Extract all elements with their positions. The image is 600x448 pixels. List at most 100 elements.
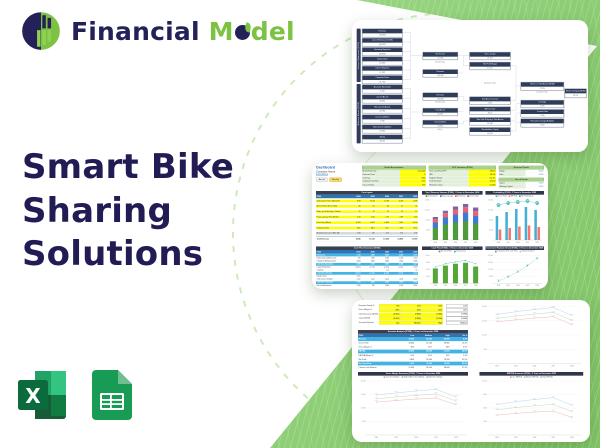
- flow-node: Accounts Receivable 3,120: [361, 84, 403, 94]
- header-cell: 2027: [399, 250, 404, 253]
- header-cell: $'000: [316, 250, 322, 253]
- table-cell: Cash from Operations: [316, 263, 334, 266]
- brand-logo-icon: [21, 11, 61, 51]
- dashboard-content: Dashboard Company Name Instructions Annu…: [312, 163, 548, 289]
- table-cell: EBITDA: [358, 350, 366, 353]
- flow-rail: Balance Sheet ($'000): [356, 83, 361, 144]
- profitability-chart: Profitability ($'000) - 5 Years to Decem…: [485, 190, 544, 244]
- output-cell: Medium: [445, 321, 468, 325]
- table-cell: (210): [399, 260, 404, 263]
- svg-text:-: -: [486, 363, 487, 365]
- flow-node: Corporate Taxes (6,770): [361, 75, 403, 84]
- svg-text:6,800: 6,800: [552, 402, 555, 404]
- row-label: Working Capital: [498, 185, 526, 189]
- svg-text:-: -: [486, 434, 487, 436]
- input-cell: (7,800): [400, 312, 422, 317]
- table-cell: 6,000: [356, 281, 361, 284]
- table-cell: 13: [375, 210, 390, 214]
- output-cell: (2,600): [445, 316, 468, 321]
- table-row: Net Cash Movement 5,780 930 2,280 2,950 2,450: [315, 284, 418, 287]
- table-row: Working Capital 4,500: [498, 185, 544, 189]
- google-sheets-icon: [92, 370, 132, 420]
- table-cell: 4.0%: [463, 346, 468, 349]
- svg-text:2025: 2025: [506, 242, 510, 244]
- flow-node-value: 1.92x: [540, 105, 545, 108]
- table-cell: Pay-as-you-go Fee ($/ride): [315, 215, 347, 219]
- flowchart-preview-card[interactable]: Income Statement ($'000) Balance Sheet ($…: [352, 20, 588, 152]
- svg-text:16,900: 16,900: [434, 387, 438, 389]
- svg-text:3,000: 3,000: [426, 276, 430, 278]
- flow-node-value: 3,120: [380, 90, 385, 93]
- header-cell: Var %: [462, 334, 468, 337]
- svg-text:11,200: 11,200: [454, 403, 458, 405]
- svg-text:2026: 2026: [454, 285, 458, 287]
- table-cell: (1,100): [398, 272, 404, 275]
- table-cell: -: [402, 275, 404, 278]
- svg-text:2025: 2025: [514, 365, 518, 367]
- flow-operator: (divided by): [435, 101, 445, 104]
- flow-node: Equity 32,020: [361, 134, 403, 144]
- table-cell: (240): [356, 260, 361, 263]
- table-cell: (900): [413, 266, 418, 269]
- table-cell: 11.49: [389, 199, 404, 203]
- svg-text:2026: 2026: [533, 365, 537, 367]
- svg-text:2025: 2025: [444, 285, 448, 287]
- table-row: Revenue Growth % 8% 12% 16% 12%: [358, 303, 468, 308]
- row-value: 12%: [400, 183, 426, 187]
- svg-text:13,700: 13,700: [434, 396, 438, 398]
- flow-node: Current Ratio 2.33x: [520, 109, 564, 118]
- table-cell: (190): [413, 260, 418, 263]
- input-cell: 62%: [400, 308, 422, 312]
- table-cell: 1,180: [384, 257, 389, 259]
- svg-text:12,000: 12,000: [482, 380, 487, 382]
- table-cell: Fleet Size (Bikes): [315, 221, 347, 224]
- table-row: Debt 6,000: [498, 173, 544, 177]
- table-cell: 7,400: [389, 221, 404, 224]
- table-cell: 170: [389, 231, 404, 235]
- table-cell: (2,600): [355, 272, 361, 275]
- svg-text:12,800: 12,800: [394, 398, 398, 400]
- table-cell: 58%: [410, 346, 415, 349]
- table-cell: 9,800: [409, 358, 415, 361]
- header-cell: 2026: [384, 250, 389, 253]
- flow-node-value: 53.5%: [573, 94, 579, 97]
- svg-text:4,000: 4,000: [489, 229, 493, 231]
- ebitda-scenarios-chart: EBITDA Scenarios ($'000) - 5 Years to De…: [479, 371, 584, 439]
- table-cell: Cash from Financing: [316, 281, 333, 284]
- table-cell: (2,600): [355, 266, 361, 269]
- flow-node: Current Liabilities 7,940: [361, 114, 403, 124]
- input-cell: (3,000): [378, 316, 401, 321]
- table-cell: 3,670: [413, 263, 418, 266]
- table-cell: Total Revenue: [316, 238, 330, 241]
- svg-text:18,900: 18,900: [533, 308, 537, 310]
- svg-text:14,100: 14,100: [394, 395, 398, 397]
- table-cell: 58: [403, 204, 418, 208]
- svg-text:2025: 2025: [444, 242, 448, 244]
- svg-text:21,400: 21,400: [535, 256, 539, 258]
- flow-node-value: 124,800: [437, 74, 444, 77]
- scenarios-preview-card[interactable]: Revenue Growth % 8% 12% 16% 12% Gross Margin …: [352, 300, 590, 442]
- table-cell: (400): [385, 278, 389, 281]
- flow-node-value: 40.0x: [487, 111, 493, 114]
- flow-node-value: (6,770): [379, 80, 386, 83]
- svg-text:24,000: 24,000: [488, 255, 493, 257]
- dashboard-preview-card[interactable]: Dashboard Company Name Instructions Annu…: [312, 163, 548, 289]
- flow-node-value: 2.04x: [487, 101, 493, 104]
- svg-text:2027: 2027: [551, 437, 555, 439]
- row-label: Enterprise Value: [428, 183, 469, 187]
- flow-node: Return on Equity (ROE) 53.5%: [564, 88, 587, 98]
- table-cell: Gross Margin %: [358, 346, 372, 349]
- table-cell: 34,200: [426, 366, 432, 368]
- flow-node-value: (1,182): [379, 71, 386, 74]
- row-label: Revenue Growth %: [358, 304, 375, 307]
- scenario-summary-table: Scenario Analysis ($'000) - 5 Years to D…: [357, 329, 468, 368]
- table-cell: 7,200: [409, 362, 415, 365]
- flow-node: Non-Current Liabilities 21,360: [361, 124, 403, 134]
- flow-node: Leverage 1.92x: [520, 99, 564, 108]
- table-cell: (400): [413, 281, 418, 284]
- row-value: 4,500: [525, 185, 544, 189]
- input-cell: 58%: [378, 308, 401, 312]
- table-cell: 16,900: [443, 362, 450, 365]
- table-cell: 13,890: [397, 238, 404, 241]
- svg-text:9,800: 9,800: [516, 270, 519, 272]
